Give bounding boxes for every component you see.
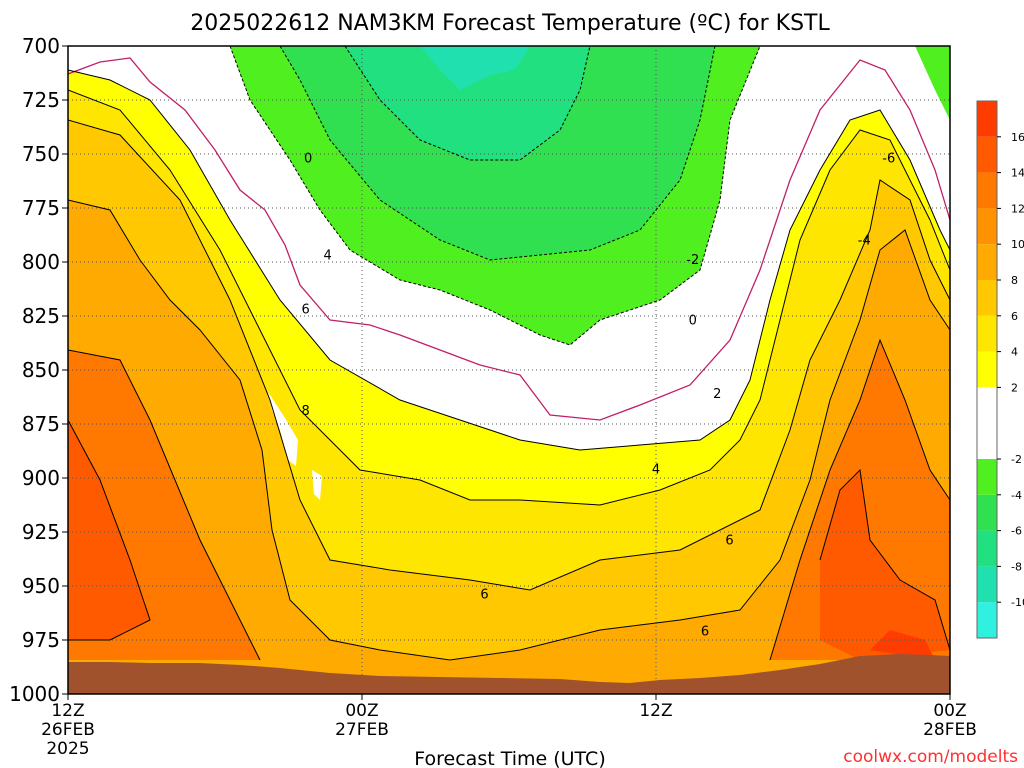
colorbar-tick-label: 2 — [1011, 381, 1018, 394]
x-tick-label: 12Z — [639, 701, 672, 721]
colorbar-swatch — [977, 101, 997, 137]
y-tick-label: 700 — [22, 34, 60, 58]
y-tick-label: 725 — [22, 88, 60, 112]
x-tick-label: 00Z — [345, 701, 378, 721]
colorbar-swatch — [977, 280, 997, 316]
terrain — [68, 654, 950, 694]
isotherm-10-right — [769, 338, 950, 661]
colorbar-tick-label: 4 — [1011, 346, 1018, 359]
fill-level-2 — [68, 46, 950, 450]
y-tick-label: 825 — [22, 304, 60, 328]
isotherm-minus2 — [229, 46, 761, 346]
colorbar-swatch — [977, 351, 997, 388]
colorbar-tick-label: 12 — [1011, 202, 1024, 215]
y-tick-label: 875 — [22, 412, 60, 436]
colorbar-tick-label: 6 — [1011, 310, 1018, 323]
contour-label: 2 — [713, 387, 721, 402]
contour-label: 0 — [304, 151, 312, 166]
isotherm-6 — [68, 119, 950, 591]
colorbar-swatch — [977, 136, 997, 173]
x-tick-label: 12Z — [51, 701, 84, 721]
colorbar-swatch — [977, 530, 997, 567]
colorbar-swatch — [977, 172, 997, 209]
isotherm-2 — [68, 69, 950, 451]
colorbar-swatch — [977, 602, 997, 638]
contour-label: 0 — [689, 313, 697, 328]
y-tick-label: 975 — [22, 628, 60, 652]
fill-level-minus8 — [420, 46, 530, 90]
colorbar-tick-label: 10 — [1011, 238, 1024, 251]
contour-label: 8 — [302, 404, 310, 419]
x-tick-label: 28FEB — [923, 720, 977, 740]
isotherm-12-right — [819, 468, 950, 651]
fill-level-16 — [870, 630, 935, 660]
fill-level-14-right — [820, 470, 950, 660]
isotherm-8 — [68, 199, 950, 661]
y-tick-label: 850 — [22, 358, 60, 382]
contour-label: -4 — [858, 233, 871, 248]
y-tick-label: 800 — [22, 250, 60, 274]
contour-label: 6 — [302, 303, 310, 318]
fill-level-minus2-right — [915, 46, 950, 120]
fill-level-minus6 — [345, 46, 590, 160]
y-tick-label: 950 — [22, 574, 60, 598]
colorbar-tick-label: 14 — [1011, 167, 1024, 180]
colorbar-tick-label: -6 — [1011, 525, 1022, 538]
contour-label: -6 — [882, 151, 895, 166]
x-tick-label: 26FEB — [41, 720, 95, 740]
fill-level-8 — [68, 120, 950, 660]
y-tick-label: 1000 — [9, 682, 60, 706]
y-tick-label: 775 — [22, 196, 60, 220]
colorbar-swatch — [977, 315, 997, 352]
colorbar-frame — [976, 100, 998, 639]
credit-text: coolwx.com/modelts — [843, 747, 1018, 767]
cold-pocket-2 — [312, 470, 322, 500]
colorbar-swatch — [977, 566, 997, 603]
colorbar-swatch — [977, 208, 997, 245]
contour-label: 4 — [324, 249, 332, 264]
fill-level-6 — [68, 90, 950, 590]
chart-title: 2025022612 NAM3KM Forecast Temperature (… — [190, 11, 830, 36]
colorbar-tick-label: -4 — [1011, 489, 1022, 502]
contour-label: 6 — [725, 534, 733, 549]
colorbar-swatch — [977, 387, 997, 459]
colorbar: -10 -8 -6 -4 -2 2 4 6 8 10 12 14 16 — [976, 100, 1024, 639]
colorbar-tick-label: -2 — [1011, 453, 1022, 466]
isotherm-4 — [68, 89, 950, 506]
colorbar-tick-label: -10 — [1011, 596, 1024, 609]
contour-label: 6 — [480, 588, 488, 603]
colorbar-swatch — [977, 494, 997, 531]
contour-label: 6 — [701, 624, 709, 639]
x-tick-label: 27FEB — [335, 720, 389, 740]
x-tick-label: 2025 — [46, 739, 89, 759]
y-tick-label: 925 — [22, 520, 60, 544]
colorbar-tick-label: -8 — [1011, 560, 1022, 573]
y-tick-label: 750 — [22, 142, 60, 166]
colorbar-swatch — [977, 459, 997, 495]
isotherm-minus4 — [279, 46, 716, 261]
contour-label: 4 — [652, 462, 660, 477]
colorbar-swatch — [977, 244, 997, 280]
colorbar-tick-label: 8 — [1011, 274, 1018, 287]
isotherm-10 — [68, 349, 261, 661]
y-tick-label: 900 — [22, 466, 60, 490]
y-axis: 700 725 750 775 800 825 850 875 900 925 950 975 1000 — [9, 34, 68, 706]
fill-level-14 — [68, 420, 150, 640]
isotherm-minus6 — [344, 46, 591, 161]
x-axis: 12Z26FEB202500Z27FEB12Z00Z28FEB12Z00Z1MA… — [41, 694, 977, 759]
contour-label: -2 — [686, 253, 699, 268]
x-axis-label: Forecast Time (UTC) — [414, 748, 605, 768]
cold-pocket-1 — [268, 392, 298, 466]
isotherm-12 — [68, 419, 151, 641]
x-tick-label: 00Z — [933, 701, 966, 721]
colorbar-tick-label: 16 — [1011, 131, 1024, 144]
isotherm-0 — [68, 57, 950, 421]
